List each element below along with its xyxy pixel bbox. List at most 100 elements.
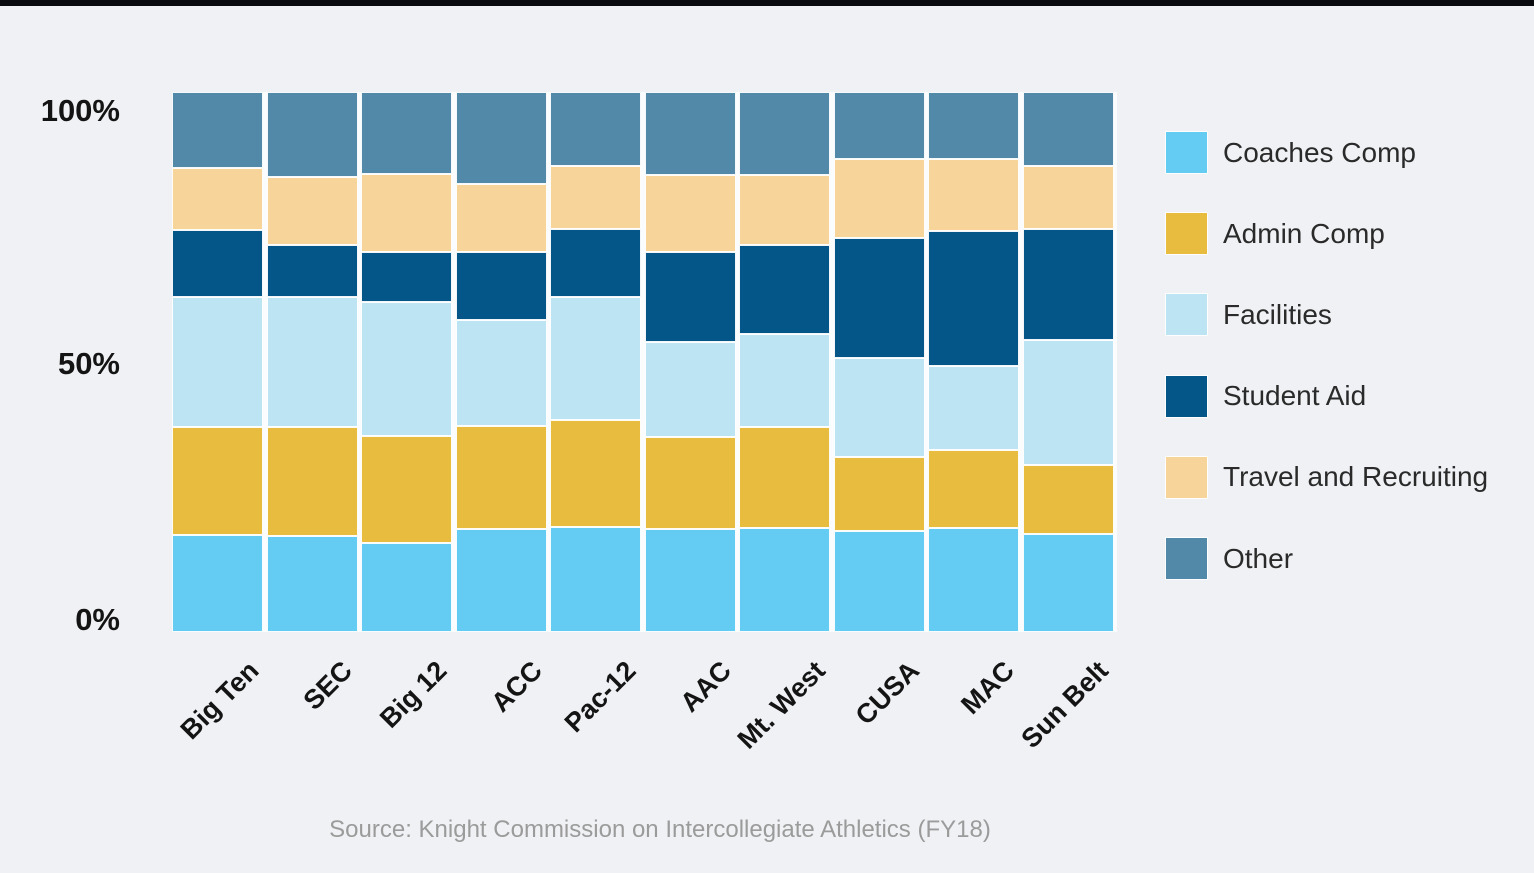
legend-item[interactable]: Facilities	[1166, 294, 1332, 336]
bar-segment[interactable]	[1022, 464, 1114, 535]
bar-segment[interactable]	[172, 167, 263, 230]
bar-segment[interactable]	[644, 341, 736, 437]
bar-segment[interactable]	[739, 244, 830, 335]
bar-segment[interactable]	[928, 527, 1019, 633]
bar-segment[interactable]	[266, 427, 358, 536]
legend-item[interactable]: Other	[1166, 538, 1293, 579]
bar-column	[644, 92, 736, 632]
legend-swatch	[1166, 213, 1207, 255]
y-tick-50: 50%	[57, 346, 120, 381]
bar-segment[interactable]	[644, 175, 736, 253]
bar-segment[interactable]	[833, 358, 925, 457]
bar-column	[1022, 92, 1114, 632]
bar-segment[interactable]	[928, 365, 1019, 451]
bar-segment[interactable]	[550, 419, 641, 528]
bar-segment[interactable]	[172, 92, 263, 168]
bar-column	[833, 92, 925, 632]
stacked-bar-chart	[172, 92, 1117, 633]
bar-segment[interactable]	[739, 427, 830, 528]
bar-column	[455, 92, 547, 632]
bar-segment[interactable]	[455, 184, 547, 253]
bar-column	[266, 92, 358, 632]
x-axis-label: AAC	[673, 655, 737, 718]
bar-segment[interactable]	[455, 252, 547, 320]
bar-segment[interactable]	[550, 92, 641, 167]
x-axis-label: CUSA	[850, 655, 926, 731]
bar-column	[361, 92, 452, 632]
legend-item[interactable]: Student Aid	[1166, 375, 1367, 417]
bar-segment[interactable]	[833, 159, 925, 238]
bar-segment[interactable]	[550, 229, 641, 297]
legend-swatch	[1166, 456, 1207, 498]
bar-segment[interactable]	[361, 173, 452, 252]
bar-segment[interactable]	[455, 319, 547, 426]
bar-segment[interactable]	[455, 528, 547, 632]
bar-column	[550, 92, 641, 632]
bar-segment[interactable]	[833, 92, 925, 160]
bar-segment[interactable]	[266, 176, 358, 246]
legend-item[interactable]: Admin Comp	[1166, 213, 1385, 255]
legend-label: Facilities	[1223, 298, 1332, 330]
bar-segment[interactable]	[644, 252, 736, 342]
bar-segment[interactable]	[266, 536, 358, 632]
x-axis-label: ACC	[484, 655, 548, 718]
x-axis-label: SEC	[298, 655, 359, 716]
bar-segment[interactable]	[928, 159, 1019, 231]
bar-segment[interactable]	[361, 435, 452, 544]
bar-segment[interactable]	[833, 530, 925, 632]
bar-segment[interactable]	[266, 297, 358, 428]
bar-segment[interactable]	[1022, 229, 1114, 340]
bar-segment[interactable]	[644, 92, 736, 176]
bar-segment[interactable]	[739, 92, 830, 175]
bar-segment[interactable]	[833, 237, 925, 359]
bar-segment[interactable]	[172, 427, 263, 536]
bar-segment[interactable]	[361, 92, 452, 174]
bar-segment[interactable]	[1022, 534, 1114, 632]
x-axis-label: Mt. West	[731, 655, 832, 755]
bar-column	[739, 92, 830, 632]
x-axis-label: Sun Belt	[1015, 655, 1115, 754]
bar-segment[interactable]	[550, 166, 641, 230]
bar-segment[interactable]	[739, 334, 830, 428]
legend-item[interactable]: Coaches Comp	[1166, 132, 1416, 173]
bar-segment[interactable]	[644, 436, 736, 529]
x-axis-label: MAC	[955, 655, 1021, 720]
bar-segment[interactable]	[928, 230, 1019, 366]
bar-segment[interactable]	[644, 528, 736, 632]
bar-segment[interactable]	[266, 245, 358, 298]
bar-segment[interactable]	[928, 92, 1019, 160]
legend-item[interactable]: Travel and Recruiting	[1166, 456, 1488, 498]
bar-segment[interactable]	[928, 450, 1019, 528]
bar-segment[interactable]	[361, 543, 452, 632]
bar-segment[interactable]	[550, 296, 641, 420]
bar-column	[928, 92, 1019, 633]
source-note: Source: Knight Commission on Intercolleg…	[329, 816, 991, 843]
legend-label: Admin Comp	[1223, 217, 1385, 249]
bar-segment[interactable]	[172, 229, 263, 297]
top-accent-bar	[0, 0, 1534, 6]
x-axis-label: Big Ten	[174, 655, 265, 746]
bar-segment[interactable]	[739, 174, 830, 245]
legend-swatch	[1166, 375, 1207, 417]
bar-segment[interactable]	[266, 92, 358, 177]
bar-segment[interactable]	[455, 425, 547, 529]
x-axis-label: Big 12	[374, 655, 454, 734]
bar-segment[interactable]	[361, 251, 452, 303]
legend-swatch	[1166, 538, 1207, 579]
y-tick-0: 0%	[75, 602, 120, 637]
bar-segment[interactable]	[172, 296, 263, 428]
legend-label: Coaches Comp	[1223, 136, 1416, 168]
bar-segment[interactable]	[833, 456, 925, 531]
bar-segment[interactable]	[172, 535, 263, 632]
x-axis-label: Pac-12	[559, 655, 643, 739]
bar-segment[interactable]	[739, 527, 830, 632]
bar-segment[interactable]	[1022, 339, 1114, 465]
legend-label: Other	[1223, 542, 1294, 574]
bar-segment[interactable]	[361, 302, 452, 436]
bar-segment[interactable]	[1022, 165, 1114, 230]
legend-label: Student Aid	[1223, 380, 1367, 412]
legend-swatch	[1166, 132, 1207, 173]
bar-segment[interactable]	[550, 527, 641, 632]
bar-segment[interactable]	[1022, 92, 1114, 166]
bar-segment[interactable]	[455, 92, 547, 185]
